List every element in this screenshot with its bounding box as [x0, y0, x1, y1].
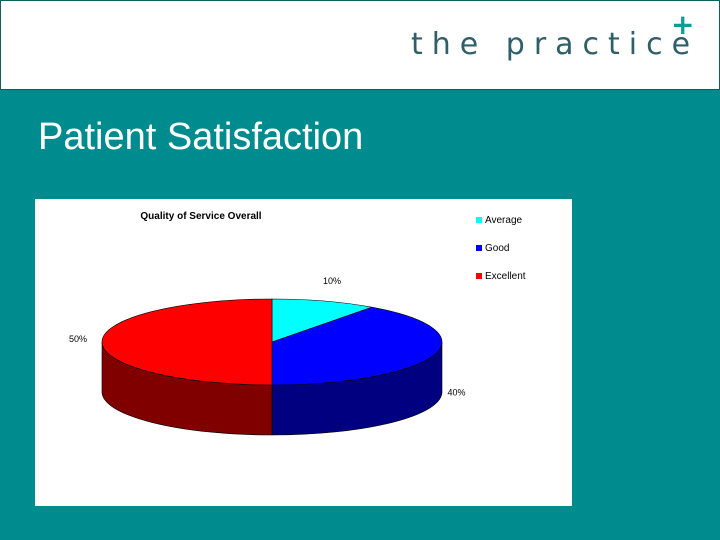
legend-label-good: Good: [485, 243, 509, 254]
pie-chart: Quality of Service Overall 10% 40% 50% Ave…: [69, 211, 526, 436]
pie-slice-average: [271, 298, 374, 343]
pie-slice-good: [271, 306, 443, 386]
pie-slice-excellent: [101, 298, 273, 386]
chart-panel: Quality of Service Overall 10% 40% 50% Ave…: [35, 199, 572, 506]
chart-title: Quality of Service Overall: [140, 211, 261, 222]
legend-label-average: Average: [485, 215, 523, 226]
logo-text: the practice: [411, 27, 700, 62]
slide-title: Patient Satisfaction: [38, 116, 364, 158]
header-band: the practice +: [0, 0, 720, 90]
data-label-good: 40%: [447, 388, 465, 398]
legend-swatch-excellent: [476, 273, 482, 279]
legend-label-excellent: Excellent: [485, 271, 526, 282]
legend-swatch-good: [476, 245, 482, 251]
legend-swatch-average: [476, 217, 482, 223]
logo-plus-icon: +: [671, 8, 695, 41]
data-label-average: 10%: [323, 276, 341, 286]
data-label-excellent: 50%: [69, 334, 87, 344]
